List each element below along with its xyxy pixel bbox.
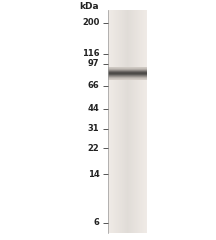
Bar	[118, 10, 119, 233]
Bar	[131, 10, 132, 233]
Text: 22: 22	[88, 144, 99, 153]
Bar	[130, 10, 131, 233]
Bar	[143, 10, 144, 233]
Text: 97: 97	[88, 59, 99, 68]
Bar	[109, 10, 110, 233]
Text: kDa: kDa	[80, 2, 99, 12]
Bar	[133, 10, 134, 233]
Bar	[136, 10, 137, 233]
Bar	[127, 10, 128, 233]
Bar	[124, 10, 125, 233]
Bar	[128, 10, 129, 233]
Bar	[135, 10, 136, 233]
Text: 31: 31	[88, 124, 99, 133]
Bar	[129, 10, 130, 233]
Bar	[145, 10, 146, 233]
Text: 6: 6	[94, 218, 99, 227]
Bar	[137, 10, 138, 233]
Bar	[114, 10, 115, 233]
Bar	[117, 10, 118, 233]
Text: 66: 66	[88, 81, 99, 90]
Bar	[144, 10, 145, 233]
Bar	[132, 10, 133, 233]
Bar	[115, 10, 116, 233]
Bar	[108, 10, 109, 233]
Bar	[116, 10, 117, 233]
Bar	[122, 10, 123, 233]
Bar	[121, 10, 122, 233]
Bar	[120, 10, 121, 233]
Text: 14: 14	[88, 170, 99, 179]
Bar	[125, 10, 126, 233]
Text: 116: 116	[82, 49, 99, 58]
Text: 200: 200	[82, 18, 99, 27]
Bar	[123, 10, 124, 233]
Bar	[138, 10, 139, 233]
Bar	[112, 10, 113, 233]
Bar	[126, 10, 127, 233]
Text: 44: 44	[88, 104, 99, 114]
Bar	[139, 10, 140, 233]
Bar	[142, 10, 143, 233]
Bar	[119, 10, 120, 233]
Bar	[141, 10, 142, 233]
Bar	[146, 10, 147, 233]
Bar	[134, 10, 135, 233]
Bar	[111, 10, 112, 233]
Bar	[110, 10, 111, 233]
Bar	[113, 10, 114, 233]
Bar	[140, 10, 141, 233]
Bar	[108, 10, 147, 233]
